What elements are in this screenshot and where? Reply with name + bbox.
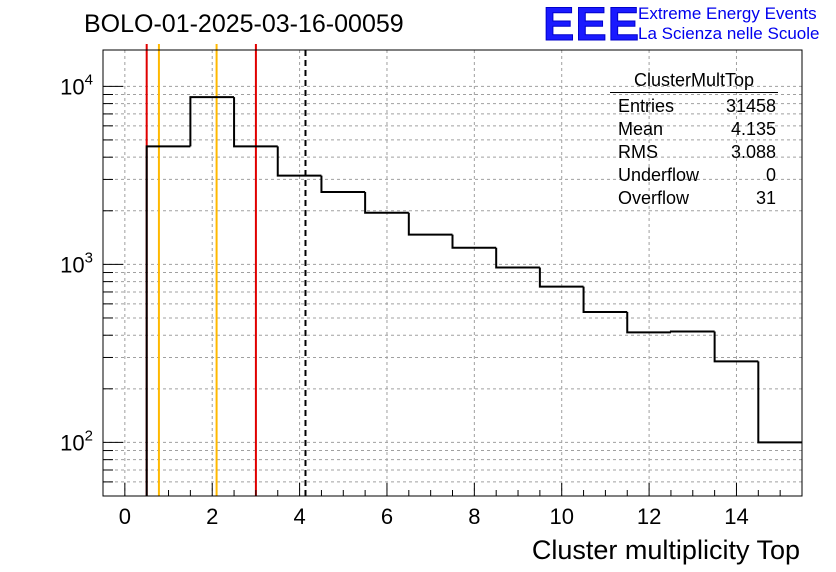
stats-value: 0 (765, 165, 776, 185)
eee-logo-line1: Extreme Energy Events (638, 4, 817, 23)
x-tick-label: 12 (637, 504, 661, 529)
stats-row-rms: RMS 3.088 (610, 141, 778, 164)
histogram-bin (451, 234, 497, 249)
run-title: BOLO-01-2025-03-16-00059 (84, 10, 404, 38)
x-tick-label: 4 (293, 504, 305, 529)
stats-label: Entries (618, 96, 675, 116)
histogram-bin (582, 286, 628, 314)
y-tick-label: 104 (60, 71, 93, 99)
x-tick-label: 10 (549, 504, 573, 529)
stats-row-mean: Mean 4.135 (610, 118, 778, 141)
stats-value: 31458 (725, 96, 776, 116)
histogram-bin (276, 146, 322, 177)
x-tick-label: 14 (724, 504, 748, 529)
stats-label: Overflow (618, 188, 690, 208)
axes: 0 2 4 6 8 10 12 14 102 103 104 (60, 49, 803, 529)
stats-label: Mean (618, 119, 664, 139)
stats-value: 31 (755, 188, 776, 208)
x-tick-label: 8 (468, 504, 480, 529)
histogram-bin (407, 212, 453, 236)
histogram-bin (320, 175, 366, 193)
stats-title: ClusterMultTop (610, 68, 778, 93)
eee-logo-line2: La Scienza nelle Scuole (638, 24, 820, 43)
x-tick-label: 6 (381, 504, 393, 529)
x-axis-label: Cluster multiplicity Top (531, 535, 800, 565)
x-tick-label: 2 (206, 504, 218, 529)
stats-label: RMS (618, 142, 658, 162)
histogram-bin (538, 267, 584, 288)
histogram-series (145, 96, 802, 496)
stats-row-underflow: Underflow 0 (610, 164, 778, 187)
histogram-bin (495, 247, 540, 269)
histogram-bin (364, 191, 409, 214)
y-tick-label: 103 (60, 249, 93, 277)
stats-box: ClusterMultTop Entries 31458 Mean 4.135 … (610, 68, 778, 210)
x-tick-label: 0 (119, 504, 131, 529)
stats-value: 3.088 (730, 142, 776, 162)
histogram-bin (626, 312, 671, 334)
histogram-bin (757, 361, 802, 444)
y-tick-label: 102 (60, 427, 93, 455)
stats-row-entries: Entries 31458 (610, 95, 778, 118)
histogram-bin (189, 96, 235, 147)
stats-row-overflow: Overflow 31 (610, 187, 778, 210)
stats-label: Underflow (618, 165, 700, 185)
stats-value: 4.135 (730, 119, 776, 139)
eee-logo: EEE (542, 0, 641, 50)
histogram-bin (233, 97, 278, 148)
marker-lines (145, 44, 307, 496)
histogram-bin (145, 145, 191, 496)
histogram-bin (713, 331, 759, 363)
grid-lines (103, 50, 802, 497)
histogram-bin (669, 330, 715, 333)
